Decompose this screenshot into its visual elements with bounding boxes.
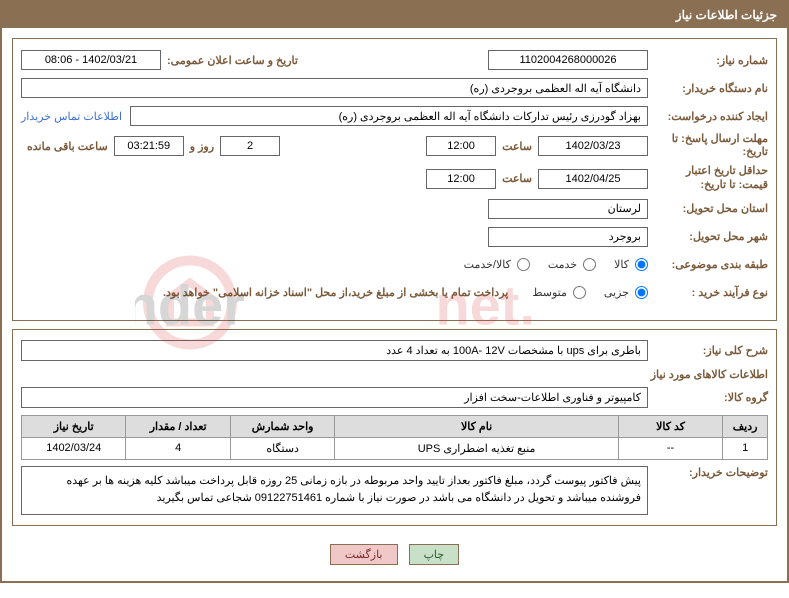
value-deadline-days: 2 bbox=[220, 136, 280, 156]
label-requester: ایجاد کننده درخواست: bbox=[648, 110, 768, 123]
label-desc: شرح کلی نیاز: bbox=[648, 344, 768, 357]
table-row: 1 -- منبع تغذیه اضطراری UPS دستگاه 4 140… bbox=[22, 437, 768, 459]
label-deadline-remain: ساعت باقی مانده bbox=[21, 140, 114, 153]
row-reqno: شماره نیاز: 1102004268000026 تاریخ و ساع… bbox=[21, 49, 768, 71]
value-announce: 1402/03/21 - 08:06 bbox=[21, 50, 161, 70]
category-radio-group: کالا خدمت کالا/خدمت bbox=[450, 258, 648, 271]
label-announce: تاریخ و ساعت اعلان عمومی: bbox=[161, 54, 304, 67]
radio-process-1[interactable] bbox=[573, 286, 586, 299]
label-deadline-hour: ساعت bbox=[496, 140, 538, 153]
row-requester: ایجاد کننده درخواست: بهزاد گودرزی رئیس ت… bbox=[21, 105, 768, 127]
radio-label-category-2: کالا/خدمت bbox=[450, 258, 513, 271]
value-validity-date: 1402/04/25 bbox=[538, 169, 648, 189]
th-2: نام کالا bbox=[335, 415, 618, 437]
label-province: استان محل تحویل: bbox=[648, 202, 768, 215]
value-desc: باطری برای ups با مشخصات 100A- 12V به تع… bbox=[21, 340, 648, 361]
row-deadline: مهلت ارسال پاسخ: تا تاریخ: 1402/03/23 سا… bbox=[21, 133, 768, 159]
label-deadline-daysword: روز و bbox=[184, 140, 220, 153]
label-validity-hour: ساعت bbox=[496, 172, 538, 185]
th-5: تاریخ نیاز bbox=[22, 415, 126, 437]
label-process: نوع فرآیند خرید : bbox=[648, 286, 768, 299]
label-reqno: شماره نیاز: bbox=[648, 54, 768, 67]
value-deadline-countdown: 03:21:59 bbox=[114, 136, 184, 156]
value-buyerorg: دانشگاه آیه اله العظمی بروجردی (ره) bbox=[21, 78, 648, 98]
td-0-5: 1402/03/24 bbox=[22, 437, 126, 459]
th-1: کد کالا bbox=[618, 415, 722, 437]
header-title: جزئیات اطلاعات نیاز bbox=[676, 8, 777, 22]
radio-label-category-1: خدمت bbox=[534, 258, 579, 271]
td-0-2: منبع تغذیه اضطراری UPS bbox=[335, 437, 618, 459]
td-0-4: 4 bbox=[126, 437, 230, 459]
content-area: AriaTender .net شماره نیاز: 110200426800… bbox=[2, 28, 787, 581]
row-buyernote: توضیحات خریدار: پیش فاکتور پیوست گردد، م… bbox=[21, 466, 768, 515]
th-3: واحد شمارش bbox=[230, 415, 334, 437]
process-radio-group: جزیی متوسط bbox=[518, 286, 648, 299]
process-note: پرداخت تمام یا بخشی از مبلغ خرید،از محل … bbox=[21, 286, 518, 299]
value-deadline-hour: 12:00 bbox=[426, 136, 496, 156]
th-4: تعداد / مقدار bbox=[126, 415, 230, 437]
label-deadline: مهلت ارسال پاسخ: تا تاریخ: bbox=[648, 133, 768, 159]
back-button[interactable]: بازگشت bbox=[330, 544, 398, 565]
radio-label-category-0: کالا bbox=[600, 258, 631, 271]
label-group: گروه کالا: bbox=[648, 391, 768, 404]
td-0-0: 1 bbox=[723, 437, 768, 459]
label-buyerorg: نام دستگاه خریدار: bbox=[648, 82, 768, 95]
label-validity: حداقل تاریخ اعتبار قیمت: تا تاریخ: bbox=[648, 165, 768, 191]
value-requester: بهزاد گودرزی رئیس تدارکات دانشگاه آیه ال… bbox=[130, 106, 648, 126]
value-group: کامپیوتر و فناوری اطلاعات-سخت افزار bbox=[21, 387, 648, 408]
row-province: استان محل تحویل: لرستان bbox=[21, 198, 768, 220]
value-reqno: 1102004268000026 bbox=[488, 50, 648, 70]
items-table: ردیف کد کالا نام کالا واحد شمارش تعداد /… bbox=[21, 415, 768, 460]
row-validity: حداقل تاریخ اعتبار قیمت: تا تاریخ: 1402/… bbox=[21, 165, 768, 191]
print-button[interactable]: چاپ bbox=[409, 544, 460, 565]
value-city: بروجرد bbox=[488, 227, 648, 247]
row-group: گروه کالا: کامپیوتر و فناوری اطلاعات-سخت… bbox=[21, 387, 768, 409]
items-section-title: اطلاعات کالاهای مورد نیاز bbox=[21, 368, 768, 381]
button-row: چاپ بازگشت bbox=[12, 534, 777, 571]
radio-label-process-1: متوسط bbox=[518, 286, 569, 299]
row-city: شهر محل تحویل: بروجرد bbox=[21, 226, 768, 248]
value-validity-hour: 12:00 bbox=[426, 169, 496, 189]
radio-process-0[interactable] bbox=[635, 286, 648, 299]
value-province: لرستان bbox=[488, 199, 648, 219]
td-0-1: -- bbox=[618, 437, 722, 459]
row-process: نوع فرآیند خرید : جزیی متوسط پرداخت تمام… bbox=[21, 282, 768, 304]
items-table-head: ردیف کد کالا نام کالا واحد شمارش تعداد /… bbox=[22, 415, 768, 437]
items-table-body: 1 -- منبع تغذیه اضطراری UPS دستگاه 4 140… bbox=[22, 437, 768, 459]
row-buyerorg: نام دستگاه خریدار: دانشگاه آیه اله العظم… bbox=[21, 77, 768, 99]
detail-fieldset: شرح کلی نیاز: باطری برای ups با مشخصات 1… bbox=[12, 329, 777, 526]
row-category: طبقه بندی موضوعی: کالا خدمت کالا/خدمت bbox=[21, 254, 768, 276]
radio-category-0[interactable] bbox=[635, 258, 648, 271]
radio-category-2[interactable] bbox=[517, 258, 530, 271]
radio-label-process-0: جزیی bbox=[590, 286, 631, 299]
value-deadline-date: 1402/03/23 bbox=[538, 136, 648, 156]
label-city: شهر محل تحویل: bbox=[648, 230, 768, 243]
form-container: جزئیات اطلاعات نیاز AriaTender .net شمار… bbox=[0, 0, 789, 583]
main-fieldset: شماره نیاز: 1102004268000026 تاریخ و ساع… bbox=[12, 38, 777, 321]
label-category: طبقه بندی موضوعی: bbox=[648, 258, 768, 271]
buyer-contact-link[interactable]: اطلاعات تماس خریدار bbox=[21, 110, 130, 123]
td-0-3: دستگاه bbox=[230, 437, 334, 459]
row-desc: شرح کلی نیاز: باطری برای ups با مشخصات 1… bbox=[21, 340, 768, 362]
header-bar: جزئیات اطلاعات نیاز bbox=[2, 2, 787, 28]
value-buyernote: پیش فاکتور پیوست گردد، مبلغ فاکتور بعداز… bbox=[21, 466, 648, 515]
label-buyernote: توضیحات خریدار: bbox=[648, 466, 768, 479]
radio-category-1[interactable] bbox=[583, 258, 596, 271]
th-0: ردیف bbox=[723, 415, 768, 437]
